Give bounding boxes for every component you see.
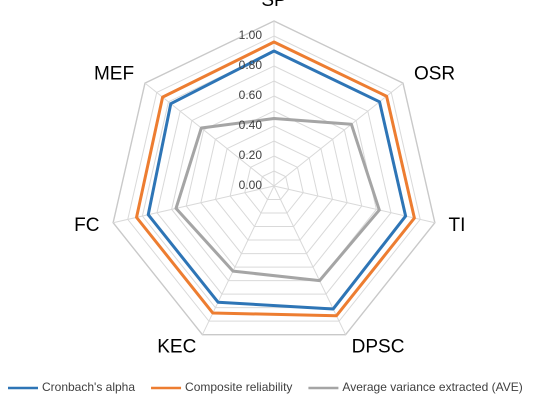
axis-label-sp: SP [261, 0, 286, 11]
tick-label: 0.00 [239, 178, 263, 192]
tick-label: 0.60 [239, 88, 263, 102]
grid [112, 20, 436, 336]
grid-ring [244, 155, 304, 214]
legend-label-cronbach-s-alpha: Cronbach's alpha [42, 380, 135, 394]
grid-ring [229, 140, 319, 228]
series-lines [135, 40, 416, 318]
series-line-average-variance-extracted-ave [174, 117, 381, 283]
tick-label: 0.80 [239, 58, 263, 72]
grid-ring [171, 80, 377, 282]
series-line-composite-reliability [135, 40, 416, 318]
grid-spoke [113, 185, 275, 224]
tick-label: 0.20 [239, 148, 263, 162]
tick-labels: 0.00 0.20 0.40 0.60 0.80 1.00 [239, 28, 263, 192]
axis-label-fc: FC [74, 215, 99, 236]
axis-labels: SP OSR TI DPSC KEC FC MEF [74, 0, 465, 357]
series-line-cronbach-s-alpha [146, 49, 408, 311]
legend-label-average-variance-extracted-ave: Average variance extracted (AVE) [342, 380, 522, 394]
grid-ring [112, 20, 436, 336]
axis-label-osr: OSR [414, 63, 455, 84]
grid-ring [156, 65, 392, 295]
grid-ring [127, 35, 421, 322]
axis-label-dpsc: DPSC [352, 336, 405, 357]
grid-spoke [201, 185, 275, 335]
axis-label-ti: TI [449, 215, 466, 236]
grid-ring [258, 170, 290, 201]
axis-label-mef: MEF [94, 63, 134, 84]
grid-ring [214, 125, 334, 241]
legend-label-composite-reliability: Composite reliability [185, 380, 292, 394]
grid-ring [185, 95, 363, 268]
grid-spoke [273, 185, 435, 224]
tick-label: 1.00 [239, 28, 263, 42]
axis-label-kec: KEC [157, 336, 196, 357]
grid-spoke [273, 82, 404, 187]
grid-ring [200, 110, 348, 255]
legend: Cronbach's alpha Composite reliability Ave… [8, 380, 523, 394]
grid-spoke [144, 82, 275, 187]
tick-label: 0.40 [239, 118, 263, 132]
